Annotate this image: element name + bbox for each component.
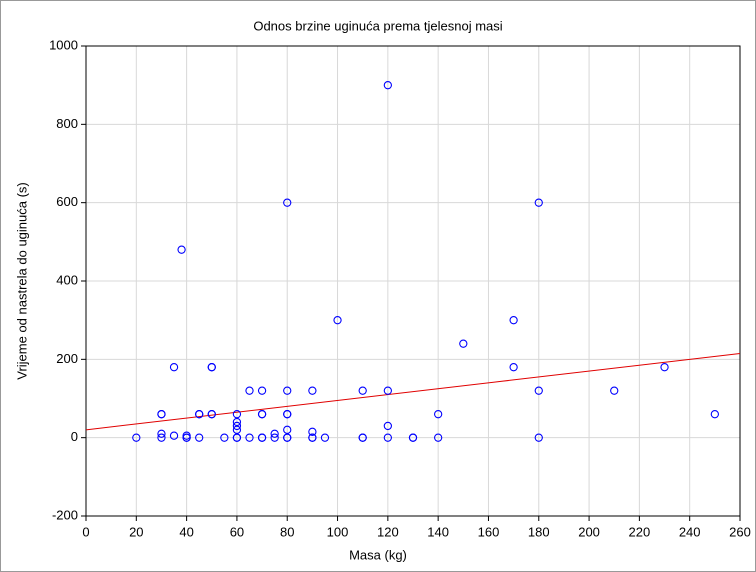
x-tick-label: 120 <box>377 524 399 539</box>
plot-area <box>85 45 741 517</box>
y-tick-label: 600 <box>56 194 78 209</box>
point <box>383 81 392 90</box>
point <box>358 386 367 395</box>
x-tick-label: 240 <box>679 524 701 539</box>
y-tick-label: 400 <box>56 272 78 287</box>
point <box>383 386 392 395</box>
point <box>220 433 229 442</box>
point <box>283 386 292 395</box>
point <box>308 433 317 442</box>
point <box>534 433 543 442</box>
point <box>383 421 392 431</box>
point <box>509 316 518 325</box>
point <box>207 410 216 419</box>
point <box>232 417 242 427</box>
y-axis-label: Vrijeme od nastrela do uginuća (s) <box>14 182 29 380</box>
point <box>283 198 292 207</box>
point <box>157 433 166 442</box>
point <box>232 433 242 442</box>
x-axis-label: Masa (kg) <box>349 547 407 562</box>
point <box>660 363 669 372</box>
x-tick-label: 200 <box>578 524 600 539</box>
x-tick-label: 20 <box>129 524 143 539</box>
y-tick-label: 200 <box>56 351 78 366</box>
x-tick-label: 60 <box>230 524 244 539</box>
point <box>509 363 518 372</box>
x-tick-label: 40 <box>179 524 193 539</box>
y-tick-label: 1000 <box>49 37 78 52</box>
point <box>534 386 543 395</box>
y-tick-label: 800 <box>56 116 78 131</box>
trend-line <box>85 352 741 431</box>
chart-title: Odnos brzine uginuća prema tjelesnoj mas… <box>253 18 502 33</box>
point <box>257 386 267 395</box>
point <box>207 363 216 372</box>
x-tick-label: 100 <box>327 524 349 539</box>
point <box>177 245 186 254</box>
point <box>434 410 443 419</box>
point <box>195 433 204 442</box>
point <box>408 433 418 442</box>
x-tick-label: 180 <box>528 524 550 539</box>
point <box>195 410 204 419</box>
point <box>283 425 292 434</box>
point <box>232 425 242 434</box>
point <box>245 433 254 442</box>
point <box>358 433 367 442</box>
x-tick-label: 140 <box>427 524 449 539</box>
point <box>710 410 719 419</box>
point <box>257 410 267 419</box>
x-tick-label: 0 <box>82 524 89 539</box>
x-tick-label: 160 <box>478 524 500 539</box>
point <box>270 433 279 442</box>
point <box>232 421 242 431</box>
point <box>283 410 292 419</box>
point <box>169 431 179 440</box>
point <box>157 429 166 438</box>
point <box>245 386 254 395</box>
point <box>308 386 317 395</box>
point <box>257 433 267 442</box>
point <box>383 433 392 442</box>
point <box>157 410 166 419</box>
point <box>283 433 292 442</box>
point <box>270 429 279 438</box>
point <box>333 316 342 325</box>
y-tick-label: 0 <box>71 429 78 444</box>
point <box>610 386 619 395</box>
point <box>232 410 242 419</box>
point <box>182 433 191 442</box>
point <box>534 198 543 207</box>
x-tick-label: 80 <box>280 524 294 539</box>
point <box>132 433 141 442</box>
y-tick-label: -200 <box>52 507 78 522</box>
point <box>459 339 468 348</box>
x-tick-label: 220 <box>629 524 651 539</box>
point <box>434 433 443 442</box>
point <box>169 363 179 372</box>
point <box>320 433 330 442</box>
point <box>308 427 317 436</box>
x-tick-label: 260 <box>729 524 751 539</box>
